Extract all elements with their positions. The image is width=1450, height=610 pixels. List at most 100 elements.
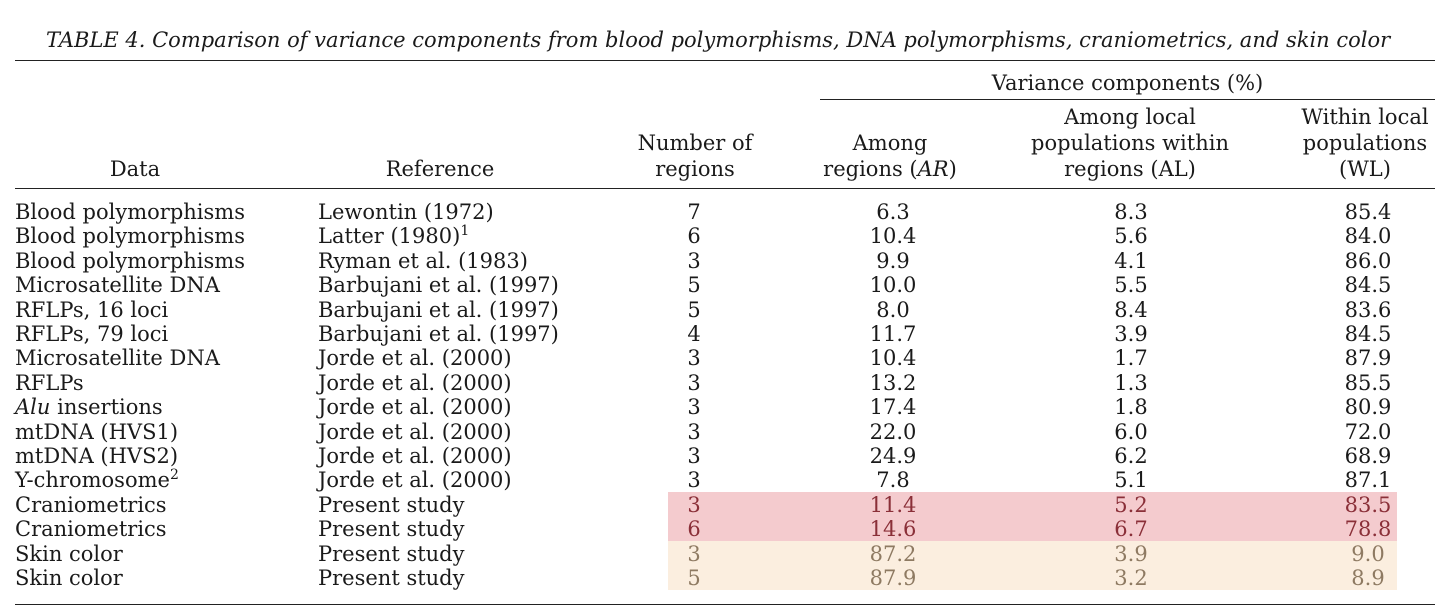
cell-al: 3.9 [1114,322,1148,346]
cell-wl: 78.8 [1344,517,1392,542]
cell-ar: 7.8 [876,468,910,493]
cell-data: Microsatellite DNA [15,273,220,298]
cell-n: 3 [687,444,701,468]
table-title: TABLE 4. Comparison of variance componen… [46,28,1391,52]
cell-data: RFLPs [15,370,84,395]
cell-ar: 9.9 [876,248,910,273]
cell-ar: 13.2 [869,370,917,395]
cell-n: 3 [687,541,701,566]
cell-ar: 87.9 [869,566,917,590]
header-data: Data [109,157,161,181]
cell-al: 3.9 [1114,541,1148,566]
cell-wl: 85.5 [1344,370,1392,395]
cell-n: 3 [687,419,701,444]
cell-data: mtDNA (HVS2) [15,444,179,468]
cell-data: Microsatellite DNA [15,346,220,371]
highlight-band-cream [668,540,1397,591]
cell-data: Blood polymorphisms [15,248,245,273]
cell-ref: Present study [318,541,465,566]
cell-al: 6.0 [1114,419,1148,444]
cell-data: Blood polymorphisms [15,200,245,224]
header-variance-components: Variance components (%) [991,71,1264,95]
cell-data: Skin color [15,566,123,590]
cell-n: 5 [687,273,701,298]
cell-n: 7 [687,200,701,224]
cell-al: 5.1 [1114,468,1148,493]
cell-ar: 11.7 [869,322,917,346]
cell-ar: 10.4 [869,346,917,371]
cell-wl: 86.0 [1344,248,1392,273]
cell-ref: Barbujani et al. (1997) [318,322,559,346]
cell-data: Y-chromosome2 [15,467,179,493]
cell-ar: 14.6 [869,517,917,542]
cell-n: 3 [687,370,701,395]
cell-n: 3 [687,346,701,371]
cell-ar: 24.9 [869,444,917,468]
cell-al: 6.2 [1114,444,1148,468]
cell-wl: 85.4 [1344,200,1392,224]
header-reference: Reference [385,157,495,181]
cell-wl: 9.0 [1351,541,1385,566]
cell-al: 5.5 [1114,273,1148,298]
cell-ref: Barbujani et al. (1997) [318,297,559,322]
cell-wl: 8.9 [1351,566,1385,590]
cell-wl: 84.5 [1344,273,1392,298]
cell-data: Craniometrics [15,517,167,542]
cell-al: 1.3 [1114,370,1148,395]
cell-n: 6 [687,224,701,249]
top-rule [15,60,1435,61]
cell-ref: Jorde et al. (2000) [318,444,512,468]
cell-wl: 87.9 [1344,346,1392,371]
header-rule [15,188,1435,189]
cell-n: 3 [687,395,701,420]
cell-wl: 83.6 [1344,297,1392,322]
cell-ref: Barbujani et al. (1997) [318,273,559,298]
cell-data: RFLPs, 79 loci [15,322,169,346]
cell-data: RFLPs, 16 loci [15,297,169,322]
cell-wl: 83.5 [1344,492,1392,517]
cell-al: 1.7 [1114,346,1148,371]
cell-ref: Jorde et al. (2000) [318,370,512,395]
cell-wl: 68.9 [1344,444,1392,468]
cell-data: Blood polymorphisms [15,224,245,249]
cell-al: 3.2 [1114,566,1148,590]
cell-al: 5.6 [1114,224,1148,249]
cell-ref: Jorde et al. (2000) [318,346,512,371]
cell-ref: Lewontin (1972) [318,200,494,224]
cell-ref: Jorde et al. (2000) [318,395,512,420]
cell-al: 6.7 [1114,517,1148,542]
cell-ref: Present study [318,517,465,542]
cell-al: 8.4 [1114,297,1148,322]
cell-data: mtDNA (HVS1) [15,419,179,444]
cell-n: 3 [687,492,701,517]
cell-data: Craniometrics [15,492,167,517]
cell-ar: 17.4 [869,395,917,420]
cell-ref: Latter (1980)1 [318,223,470,249]
cell-n: 3 [687,248,701,273]
cell-ar: 11.4 [869,492,917,517]
cell-data: Skin color [15,541,123,566]
header-within-local: Within local populations (WL) [1301,105,1429,181]
cell-ar: 22.0 [869,419,917,444]
cell-ref: Present study [318,566,465,590]
cell-n: 5 [687,566,701,590]
cell-wl: 84.5 [1344,322,1392,346]
cell-wl: 87.1 [1344,468,1392,493]
cell-ar: 8.0 [876,297,910,322]
cell-ar: 87.2 [869,541,917,566]
cell-wl: 84.0 [1344,224,1392,249]
cell-n: 6 [687,517,701,542]
cell-al: 1.8 [1114,395,1148,420]
cell-wl: 80.9 [1344,395,1392,420]
cell-data: Alu insertions [15,395,163,420]
cell-ref: Present study [318,492,465,517]
cell-ar: 10.4 [869,224,917,249]
cell-n: 3 [687,468,701,493]
cell-al: 5.2 [1114,492,1148,517]
cell-ar: 10.0 [869,273,917,298]
bottom-rule [15,604,1435,605]
highlight-band-red [668,491,1397,542]
header-subrule [820,99,1435,100]
cell-al: 8.3 [1114,200,1148,224]
cell-n: 5 [687,297,701,322]
